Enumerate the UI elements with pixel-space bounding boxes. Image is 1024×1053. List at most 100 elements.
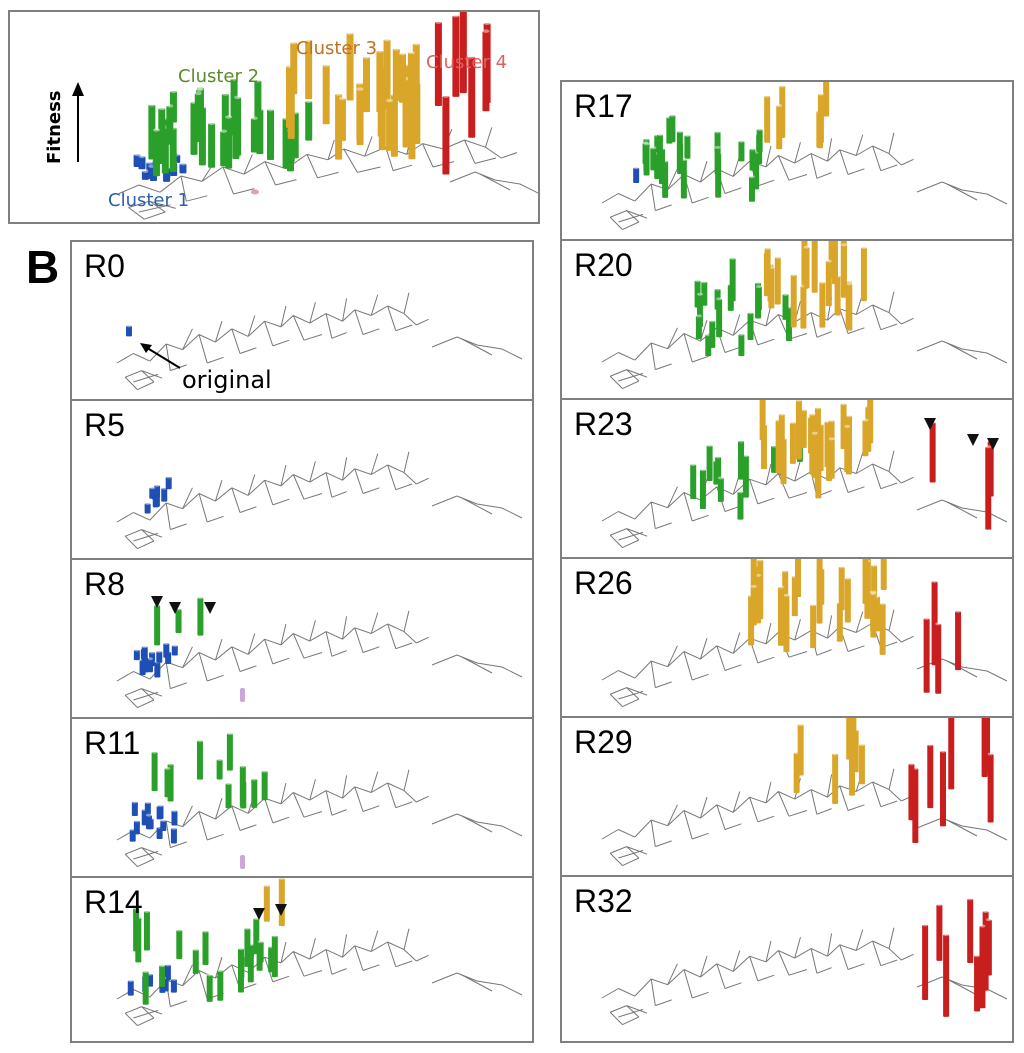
cluster1-bar-r11-top	[171, 809, 178, 813]
network-edge	[231, 328, 249, 337]
network-edge	[264, 321, 274, 347]
network-edge	[137, 1017, 155, 1027]
network-edge	[827, 774, 833, 798]
network-edge	[214, 957, 223, 979]
network-edge	[214, 480, 223, 502]
cluster3-bar-r20-top	[803, 245, 810, 249]
cluster3-bar-r20-top	[825, 259, 832, 263]
cluster2-bar-r17-body	[684, 135, 691, 159]
network-edge	[133, 532, 159, 542]
network-edge	[667, 810, 685, 827]
cluster2-bar-r23-body	[699, 469, 706, 510]
cluster2-bar-r23	[715, 455, 722, 483]
cluster1-bar-r0-top	[125, 324, 132, 328]
network-edge	[239, 824, 257, 831]
cluster3-bar-r17	[823, 82, 830, 117]
cluster1-bar-r11-body	[171, 810, 178, 826]
cluster3-bar-r26-body	[880, 559, 887, 591]
cluster1-bar-r5-top	[149, 486, 156, 490]
cluster2-bar-body	[158, 108, 166, 164]
network-edge	[626, 687, 640, 700]
cluster3-bar-r26	[794, 559, 801, 597]
cluster1-bar-r0-body	[125, 325, 132, 337]
cluster2-bar	[158, 106, 166, 164]
network-edge	[416, 636, 429, 644]
network-edge	[239, 347, 257, 354]
network-edge	[667, 327, 678, 349]
network-edge	[117, 184, 140, 195]
cluster2-bar-r20-body	[747, 312, 754, 340]
network-edge	[325, 313, 333, 339]
cluster2-bar-r14	[206, 973, 213, 1002]
network-edge	[501, 152, 518, 159]
network-edge	[888, 450, 895, 472]
cluster2-bar-r14-top	[159, 964, 166, 968]
cluster3-bar-r26	[816, 559, 823, 598]
cluster2-bar-r14	[217, 969, 224, 1001]
cluster4-bar-r26-body	[955, 611, 962, 671]
network-edge	[280, 792, 294, 805]
network-edge	[888, 948, 902, 961]
network-edge	[794, 142, 801, 164]
network-edge	[354, 945, 372, 952]
network-edge	[794, 937, 801, 959]
network-edge	[125, 529, 142, 537]
cluster2-bar-body	[254, 80, 262, 130]
cluster3-bar-r23-top	[795, 400, 802, 402]
cluster4-bar-top	[442, 94, 450, 98]
network-edge	[855, 304, 873, 315]
cluster3-bar-r23	[795, 400, 802, 460]
network-edge	[667, 804, 678, 826]
network-edge	[618, 690, 644, 700]
cluster2-bar	[208, 121, 216, 168]
cluster4-bar-r32	[936, 903, 943, 961]
network-edge	[325, 949, 333, 975]
cluster3-bar-top	[356, 87, 364, 91]
network-edge	[946, 660, 978, 678]
cluster2-bar-r17	[656, 133, 663, 170]
network-edge	[133, 691, 159, 701]
network-edge	[986, 670, 1008, 682]
network-edge	[855, 781, 873, 792]
cluster2-bar-r20-body	[782, 294, 789, 320]
network-edge	[280, 464, 287, 487]
network-edge	[233, 188, 255, 195]
panel-r11: R11	[70, 717, 534, 878]
network-edge	[622, 698, 640, 708]
cluster3-bar-r17-body	[776, 105, 783, 150]
cluster2-bar-top	[305, 99, 313, 104]
cluster3-bar-r17-body	[823, 82, 830, 117]
round-label-r26: R26	[574, 565, 633, 601]
network-edge	[264, 320, 282, 328]
network-edge	[456, 972, 478, 982]
cluster3-bar-top	[346, 31, 354, 35]
cluster1-bar-r11-top	[131, 800, 138, 804]
network-edge	[986, 829, 1008, 841]
network-edge	[855, 622, 873, 633]
network-edge	[827, 944, 841, 957]
cluster4-bar-r32-body	[967, 898, 974, 963]
cluster3-bar-r23-top	[844, 424, 851, 428]
network-edge	[941, 499, 963, 509]
network-edge	[916, 499, 943, 511]
cluster2-bar-r14	[257, 940, 264, 963]
cluster2-bar-r17-top	[738, 139, 745, 143]
network-edge	[961, 189, 988, 195]
network-edge	[422, 143, 444, 150]
cluster3-bar-r26-body	[879, 603, 886, 655]
network-edge	[847, 327, 865, 334]
cluster2-bar-top	[196, 85, 204, 90]
network-edge	[292, 792, 305, 818]
cluster2-bar	[305, 99, 313, 141]
cluster2-bar-r17	[738, 139, 745, 162]
network-edge	[331, 491, 347, 498]
round-figure-r17	[601, 82, 1008, 231]
network-edge	[403, 769, 410, 791]
cluster2-bar-r17-body	[749, 149, 756, 171]
network-edge	[370, 771, 379, 793]
network-edge	[683, 333, 693, 363]
network-edge	[416, 795, 429, 803]
network-edge	[827, 933, 833, 957]
network-edge	[732, 319, 750, 336]
network-edge	[872, 781, 882, 807]
